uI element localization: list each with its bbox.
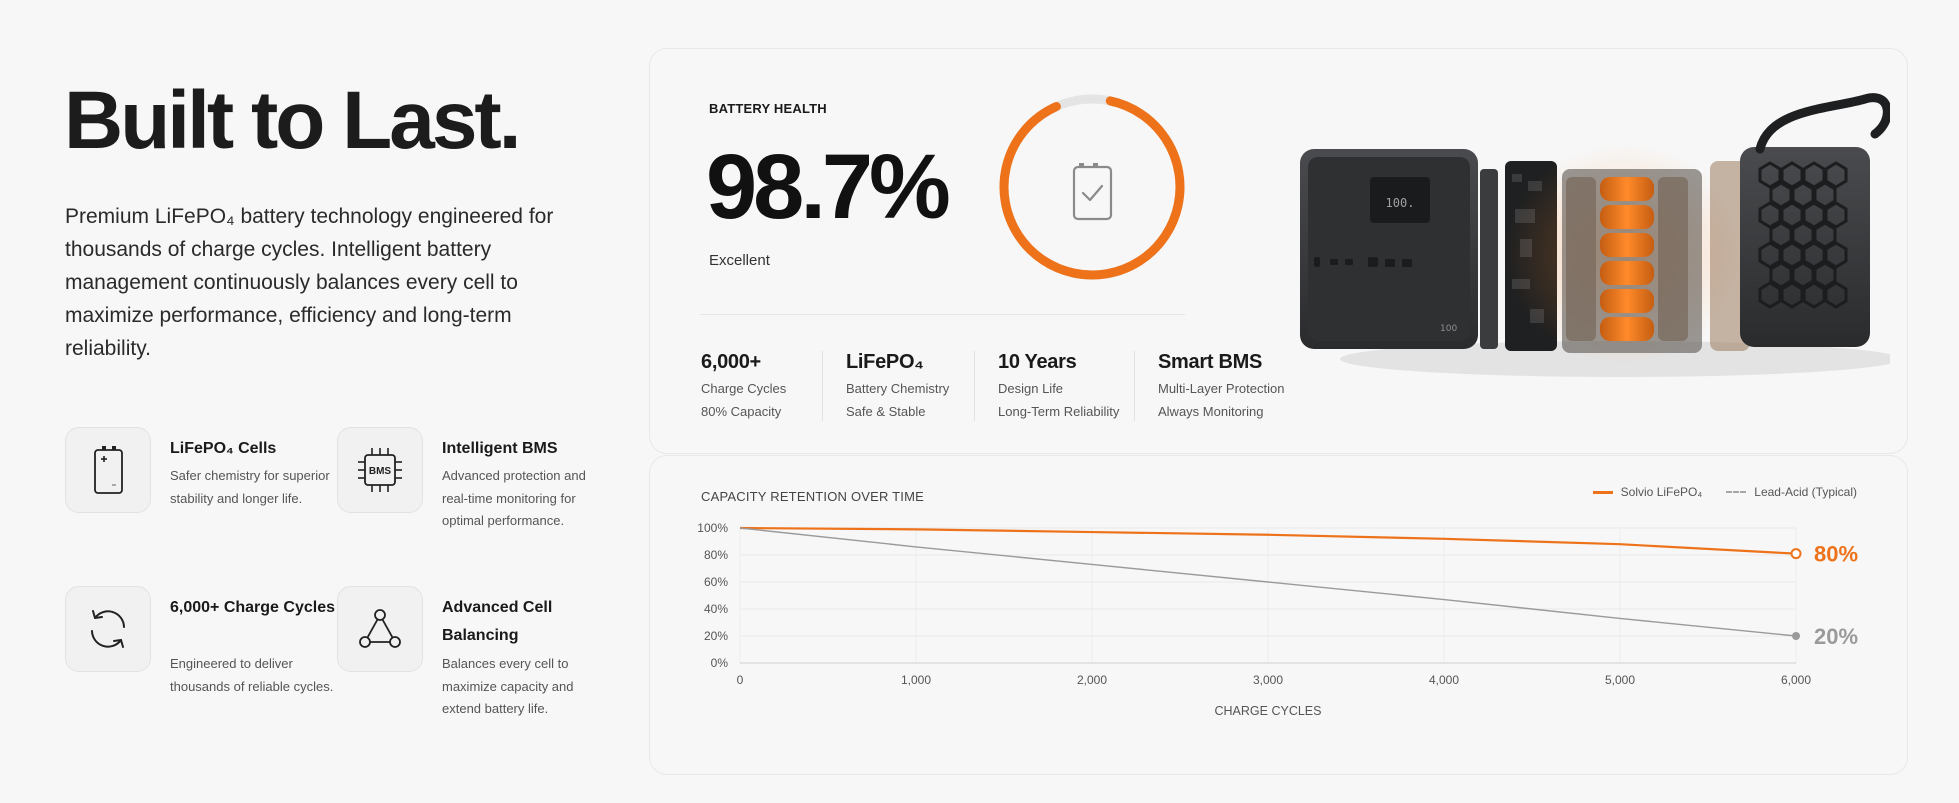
x-tick-label: 6,000 <box>1781 673 1811 687</box>
battery-check-icon <box>1072 163 1113 221</box>
y-tick-label: 0% <box>711 656 729 670</box>
stat-line: Design Life <box>998 381 1064 396</box>
divider <box>974 351 975 421</box>
stat-smart-bms: Smart BMS Multi-Layer Protection Always … <box>1158 351 1284 420</box>
y-tick-label: 60% <box>704 575 728 589</box>
x-tick-label: 1,000 <box>901 673 931 687</box>
feature-description: Balances every cell to maximize capacity… <box>442 656 574 716</box>
chip-icon-text: BMS <box>369 466 392 477</box>
legend-swatch <box>1726 491 1747 493</box>
x-tick-label: 0 <box>737 673 744 687</box>
x-tick-label: 5,000 <box>1605 673 1635 687</box>
chart-title: CAPACITY RETENTION OVER TIME <box>701 489 925 504</box>
stat-line: Charge Cycles <box>701 381 787 396</box>
battery-health-ring <box>999 94 1185 280</box>
feature-title: Intelligent BMS <box>442 440 558 457</box>
legend-label: Lead-Acid (Typical) <box>1754 485 1857 499</box>
stat-title: 10 Years <box>998 351 1077 373</box>
y-tick-label: 20% <box>704 629 728 643</box>
y-tick-label: 100% <box>697 521 728 535</box>
battery-health-label: BATTERY HEALTH <box>709 101 827 116</box>
series-end-label: 80% <box>1814 542 1858 567</box>
legend-swatch <box>1592 490 1613 494</box>
capacity-chart: 0% 20% 40% 60% 80% 100% 0 1,000 2,000 3,000 4,000 5… <box>697 521 1858 718</box>
series-end-point <box>1790 548 1802 560</box>
legend-label: Solvio LiFePO₄ <box>1620 485 1703 499</box>
page-title: Built to Last. <box>64 75 522 166</box>
divider <box>700 314 1185 315</box>
stat-line: Multi-Layer Protection <box>1158 381 1285 396</box>
battery-health-status: Excellent <box>709 252 770 269</box>
network-icon <box>337 586 423 672</box>
stat-line: 80% Capacity <box>701 404 782 419</box>
feature-title: Advanced Cell Balancing <box>442 599 553 644</box>
product-side-label: 100 <box>1440 324 1457 334</box>
stat-charge-cycles: 6,000+ Charge Cycles 80% Capacity <box>701 351 786 420</box>
legend-item: Lead-Acid (Typical) <box>1726 485 1857 499</box>
x-tick-label: 2,000 <box>1077 673 1107 687</box>
battery-health-card: BATTERY HEALTH 98.7% Excellent 6,000+ Ch… <box>649 48 1908 454</box>
feature-description: Advanced protection and real-time monito… <box>442 468 586 528</box>
divider <box>822 351 823 421</box>
stat-chemistry: LiFePO₄ Battery Chemistry Safe & Stable <box>846 351 949 420</box>
product-display-text: 100. <box>1386 196 1415 210</box>
x-tick-label: 3,000 <box>1253 673 1283 687</box>
hero-description: Premium LiFePO₄ battery technology engin… <box>65 205 554 360</box>
feature-title: LiFePO₄ Cells <box>170 440 277 457</box>
chart-legend: Solvio LiFePO₄ Lead-Acid (Typical) <box>1577 485 1857 499</box>
capacity-chart-card: CAPACITY RETENTION OVER TIME Solvio LiFe… <box>649 455 1908 775</box>
product-exploded-image: 100. 100 <box>1300 93 1890 377</box>
y-tick-label: 80% <box>704 548 728 562</box>
legend-item: Solvio LiFePO₄ <box>1592 485 1703 499</box>
feature-title: 6,000+ Charge Cycles <box>170 599 335 616</box>
series-end-label: 20% <box>1814 624 1858 649</box>
stat-title: Smart BMS <box>1158 351 1262 373</box>
feature-description: Safer chemistry for superior stability a… <box>170 468 330 506</box>
divider <box>1134 351 1135 421</box>
ring-progress <box>999 94 1185 280</box>
x-tick-label: 4,000 <box>1429 673 1459 687</box>
series-line <box>739 526 1797 555</box>
battery-health-value: 98.7% <box>706 136 951 238</box>
chip-icon: BMS <box>337 427 423 513</box>
refresh-icon <box>65 586 151 672</box>
stat-line: Safe & Stable <box>846 404 926 419</box>
stat-line: Always Monitoring <box>1158 404 1264 419</box>
feature-description: Engineered to deliver thousands of relia… <box>170 656 334 694</box>
stat-title: 6,000+ <box>701 351 761 373</box>
y-tick-label: 40% <box>704 602 728 616</box>
x-axis-label: CHARGE CYCLES <box>1215 704 1322 718</box>
series-end-point <box>1792 632 1800 640</box>
stat-title: LiFePO₄ <box>846 351 924 373</box>
stat-line: Long-Term Reliability <box>998 404 1120 419</box>
battery-icon <box>65 427 151 513</box>
stat-line: Battery Chemistry <box>846 381 950 396</box>
stat-design-life: 10 Years Design Life Long-Term Reliabili… <box>998 351 1119 420</box>
series-line <box>739 527 1797 637</box>
